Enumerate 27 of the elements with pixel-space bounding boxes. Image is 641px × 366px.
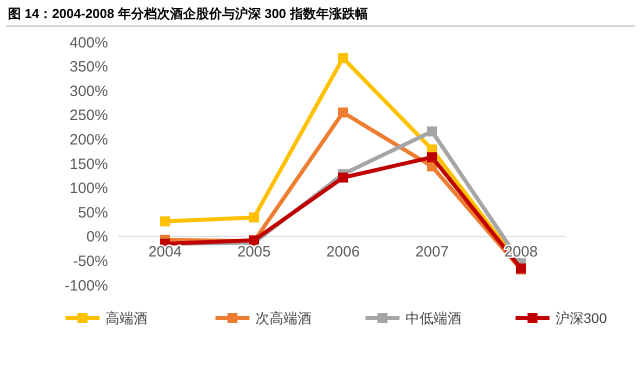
y-tick-label: 200% — [70, 131, 108, 148]
y-tick-label: 100% — [70, 180, 108, 198]
legend-label: 中低端酒 — [406, 310, 462, 326]
point — [338, 172, 348, 183]
y-tick-label: 50% — [78, 204, 108, 222]
y-tick-label: -100% — [64, 277, 108, 294]
legend-label: 高端酒 — [106, 310, 148, 326]
point — [338, 107, 348, 118]
x-tick-label: 2006 — [326, 243, 360, 260]
y-tick-label: 250% — [70, 107, 108, 124]
legend-label: 次高端酒 — [256, 310, 312, 326]
y-tick-label: 350% — [70, 58, 108, 76]
point — [338, 53, 348, 64]
point — [160, 216, 170, 226]
x-tick-label: 2005 — [237, 243, 271, 260]
x-tick-label: 2004 — [148, 243, 182, 260]
legend-label: 沪深300 — [556, 310, 608, 326]
y-tick-label: 0% — [86, 228, 108, 246]
point — [249, 212, 259, 222]
point — [427, 126, 437, 136]
chart-title: 图 14：2004-2008 年分档次酒企股价与沪深 300 指数年涨跌幅 — [8, 6, 368, 21]
y-tick-label: 150% — [70, 156, 108, 173]
x-tick-label: 2007 — [415, 243, 449, 260]
point — [427, 152, 437, 162]
y-tick-label: -50% — [72, 252, 108, 270]
y-tick-label: 300% — [70, 82, 108, 100]
y-tick-label: 400% — [70, 34, 108, 52]
